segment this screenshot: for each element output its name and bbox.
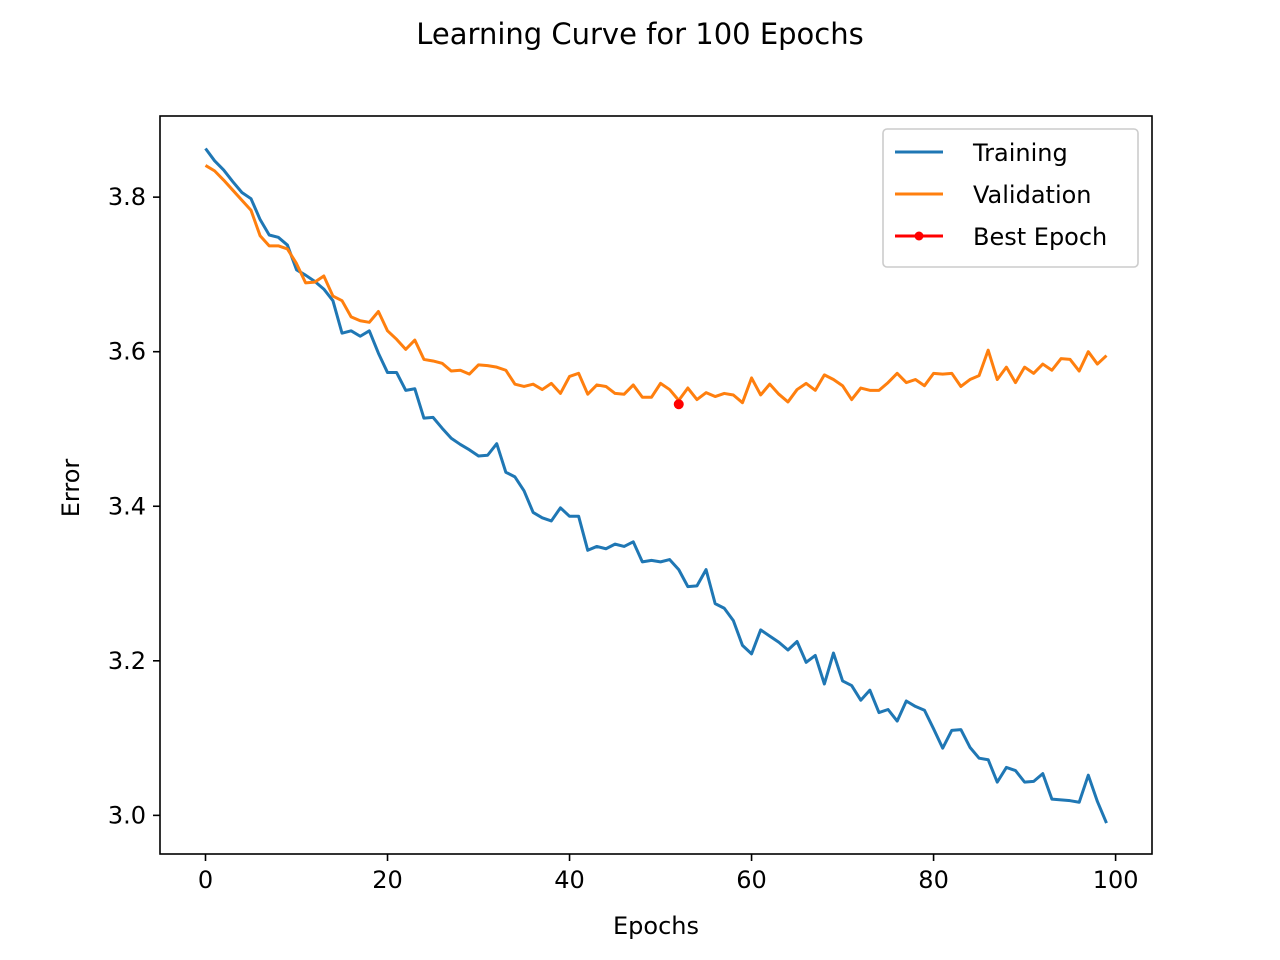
- series-layer: [204, 147, 1108, 824]
- x-tick-label: 0: [198, 866, 213, 894]
- legend-box: [882, 128, 1139, 268]
- best-epoch-legend-marker: [914, 231, 924, 241]
- y-tick-label: 3.4: [108, 492, 146, 520]
- validation-legend-label: Validation: [973, 181, 1092, 209]
- y-tick-label: 3.6: [108, 338, 146, 366]
- training-series-line: [204, 147, 1108, 824]
- training-legend-label: Training: [972, 139, 1068, 167]
- best-epoch-legend-label: Best Epoch: [973, 223, 1107, 251]
- x-axis-label: Epochs: [613, 912, 699, 940]
- y-tick-label: 3.8: [108, 183, 146, 211]
- validation-series-line: [204, 164, 1108, 405]
- plot-frame: [159, 115, 1153, 855]
- x-tick-label: 80: [918, 866, 949, 894]
- legend: Training Validation Best Epoch: [882, 128, 1139, 268]
- x-tick-label: 20: [372, 866, 403, 894]
- y-tick-label: 3.0: [108, 801, 146, 829]
- best-epoch-point: [673, 399, 684, 410]
- chart-title: Learning Curve for 100 Epochs: [416, 17, 863, 51]
- x-tick-label: 40: [554, 866, 585, 894]
- x-tick-label: 100: [1093, 866, 1139, 894]
- x-tick-label: 60: [736, 866, 767, 894]
- y-tick-label: 3.2: [108, 647, 146, 675]
- y-axis-label: Error: [57, 459, 85, 518]
- ticks-layer: 0 20 40 60 80 100 3.0 3.2 3.4 3.6 3.8: [108, 183, 1139, 894]
